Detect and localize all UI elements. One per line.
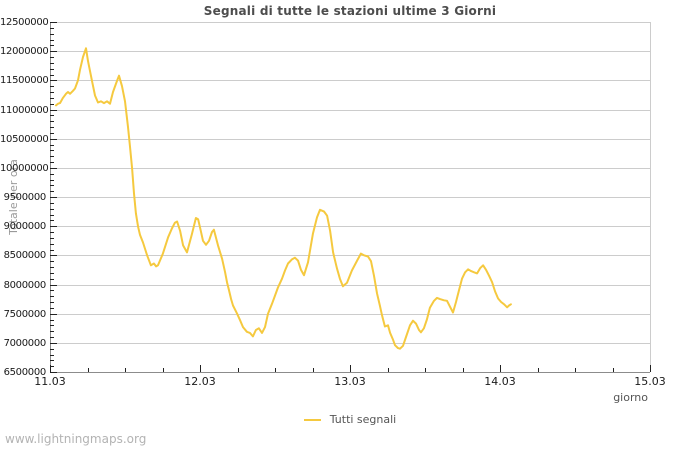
watermark: www.lightningmaps.org — [5, 432, 147, 446]
legend-line-swatch — [303, 418, 321, 421]
signal-line — [55, 47, 512, 350]
legend-label: Tutti segnali — [329, 413, 397, 426]
gridlines — [50, 22, 650, 373]
axis-ticks — [50, 22, 651, 373]
x-axis-title: giorno — [613, 391, 648, 404]
chart-title: Segnali di tutte le stazioni ultime 3 Gi… — [203, 4, 497, 18]
legend: Tutti segnali — [0, 413, 700, 426]
